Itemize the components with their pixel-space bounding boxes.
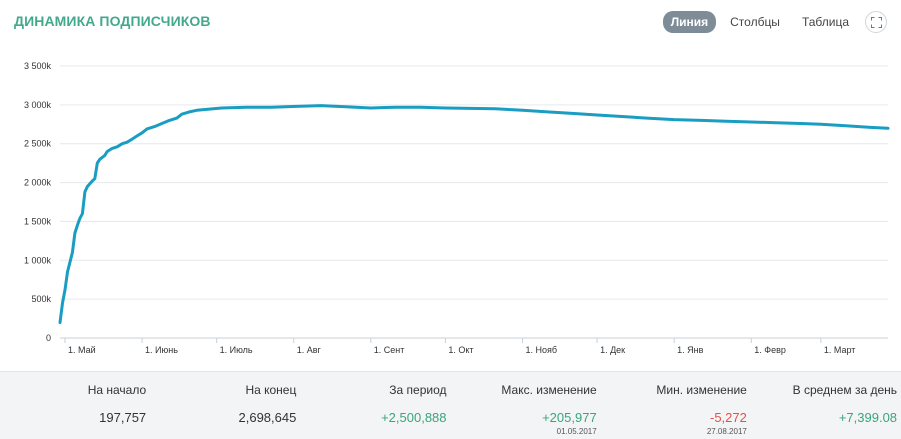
stat-value: +205,977: [542, 410, 597, 425]
tab-table[interactable]: Таблица: [801, 15, 849, 29]
x-tick-label: 1. Авг: [297, 345, 322, 355]
y-tick-label: 2 500k: [24, 139, 52, 149]
fullscreen-button[interactable]: [865, 11, 887, 33]
x-tick-label: 1. Сент: [374, 345, 405, 355]
stat-start: На начало 197,757: [0, 372, 150, 439]
x-tick-label: 1. Май: [68, 345, 96, 355]
subscribers-line-chart: 0 500k 1 000k 1 500k 2 000k 2 500k 3 000k 3 500…: [24, 61, 890, 355]
stat-value: 2,698,645: [238, 410, 297, 425]
stat-value: -5,272: [709, 410, 747, 425]
x-tick-label: 1. Февр: [754, 345, 786, 355]
y-tick-label: 500k: [31, 294, 51, 304]
stat-label: На начало: [87, 383, 147, 397]
tab-columns[interactable]: Столбцы: [730, 15, 780, 29]
stat-label: За период: [389, 383, 447, 397]
x-tick-label: 1. Март: [824, 345, 856, 355]
stat-label: В среднем за день: [792, 383, 898, 397]
stat-max-change: Макс. изменение +205,977 01.05.2017: [451, 372, 601, 439]
tab-line[interactable]: Линия: [662, 11, 717, 33]
series-line-subscribers: [58, 104, 890, 325]
x-tick-label: 1. Дек: [600, 345, 625, 355]
x-tick-label: 1. Июль: [220, 345, 253, 355]
x-tick-label: 1. Окт: [448, 345, 473, 355]
x-tick-label: 1. Нояб: [525, 345, 557, 355]
fullscreen-icon: [870, 16, 882, 28]
stat-date: 01.05.2017: [556, 427, 597, 436]
chart-title: ДИНАМИКА ПОДПИСЧИКОВ: [14, 13, 211, 29]
stat-date: 27.08.2017: [706, 427, 747, 436]
view-tabs: Линия Столбцы Таблица: [662, 11, 887, 33]
y-tick-label: 3 500k: [24, 61, 52, 71]
stat-label: На конец: [245, 383, 297, 397]
y-tick-label: 1 500k: [24, 216, 52, 226]
stat-label: Макс. изменение: [501, 383, 597, 397]
x-tick-label: 1. Янв: [677, 345, 703, 355]
chart-area: 0 500k 1 000k 1 500k 2 000k 2 500k 3 000k 3 500…: [0, 44, 901, 370]
chart-header: ДИНАМИКА ПОДПИСЧИКОВ Линия Столбцы Табли…: [0, 0, 901, 44]
y-tick-label: 3 000k: [24, 100, 52, 110]
stat-value: +7,399.08: [838, 410, 898, 425]
stat-period: За период +2,500,888: [300, 372, 450, 439]
y-tick-label: 2 000k: [24, 178, 52, 188]
x-tick-label: 1. Июнь: [145, 345, 178, 355]
y-tick-label: 1 000k: [24, 255, 52, 265]
stat-min-change: Мин. изменение -5,272 27.08.2017: [601, 372, 751, 439]
stat-label: Мин. изменение: [656, 383, 747, 397]
stats-bar: На начало 197,757 На конец 2,698,645 За …: [0, 371, 901, 439]
stat-value: 197,757: [99, 410, 147, 425]
stat-daily-average: В среднем за день +7,399.08: [751, 372, 901, 439]
stat-end: На конец 2,698,645: [150, 372, 300, 439]
y-tick-label: 0: [46, 333, 51, 343]
stat-value: +2,500,888: [381, 410, 447, 425]
